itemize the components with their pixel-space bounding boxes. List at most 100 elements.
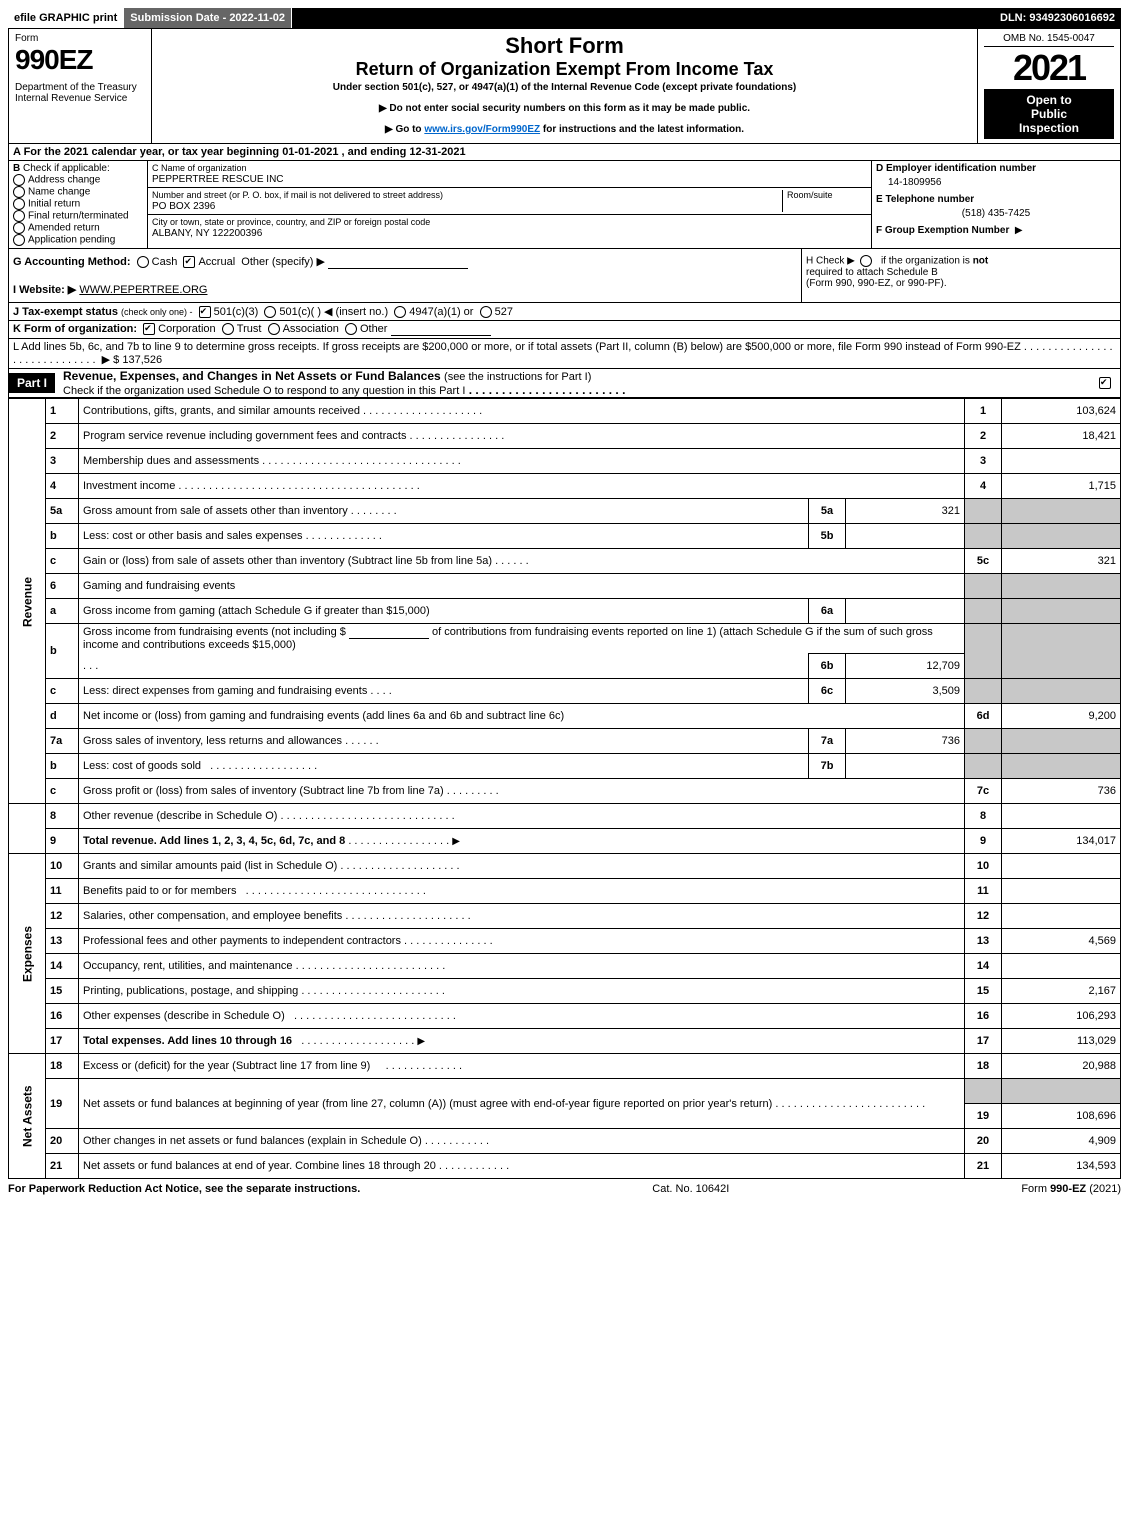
instr-suffix: for instructions and the latest informat… xyxy=(540,124,744,135)
l13-text: Professional fees and other payments to … xyxy=(83,935,401,947)
chk-final-return[interactable] xyxy=(13,210,25,222)
l6b-num: b xyxy=(46,624,79,679)
website-url[interactable]: WWW.PEPERTREE.ORG xyxy=(79,284,207,296)
l10-val xyxy=(1002,854,1121,879)
l6a-num: a xyxy=(46,599,79,624)
l6a-sv xyxy=(846,599,965,624)
l2-rn: 2 xyxy=(965,424,1002,449)
instr-link-row: ▶ Go to www.irs.gov/Form990EZ for instru… xyxy=(158,124,971,135)
l5c-rn: 5c xyxy=(965,549,1002,574)
l4-num: 4 xyxy=(46,474,79,499)
l5a-num: 5a xyxy=(46,499,79,524)
l6b-vg xyxy=(1002,624,1121,679)
l13-val: 4,569 xyxy=(1002,929,1121,954)
section-a: A For the 2021 calendar year, or tax yea… xyxy=(8,144,1121,161)
l5b-num: b xyxy=(46,524,79,549)
l2-val: 18,421 xyxy=(1002,424,1121,449)
l19-rg xyxy=(965,1079,1002,1104)
phone: (518) 435-7425 xyxy=(876,205,1116,225)
chk-527[interactable] xyxy=(480,306,492,318)
l7a-sn: 7a xyxy=(809,729,846,754)
part-1-sub: (see the instructions for Part I) xyxy=(444,371,591,383)
part-1-tag: Part I xyxy=(9,373,55,393)
l8-num: 8 xyxy=(46,804,79,829)
l6b-sn: 6b xyxy=(809,654,846,679)
chk-cash[interactable] xyxy=(137,256,149,268)
l5b-sv xyxy=(846,524,965,549)
side-expenses: Expenses xyxy=(9,854,46,1054)
l18-num: 18 xyxy=(46,1054,79,1079)
k-corp: Corporation xyxy=(158,323,215,335)
side-netassets: Net Assets xyxy=(9,1054,46,1179)
part-1-table: Revenue 1 Contributions, gifts, grants, … xyxy=(8,398,1121,1179)
chk-part1-scho[interactable] xyxy=(1099,377,1111,389)
l6d-rn: 6d xyxy=(965,704,1002,729)
l9-rn: 9 xyxy=(965,829,1002,854)
part-1-check-line: Check if the organization used Schedule … xyxy=(63,385,465,397)
i-label: I Website: ▶ xyxy=(13,284,76,296)
efile-print-button[interactable]: efile GRAPHIC print xyxy=(8,8,124,28)
g-other-line[interactable] xyxy=(328,256,468,269)
chk-name-change[interactable] xyxy=(13,186,25,198)
part-1-header: Part I Revenue, Expenses, and Changes in… xyxy=(8,369,1121,398)
instr-prefix: ▶ Go to xyxy=(385,124,424,135)
chk-501c3[interactable] xyxy=(199,306,211,318)
chk-corp[interactable] xyxy=(143,323,155,335)
g-cash: Cash xyxy=(152,256,178,268)
l5b-text: Less: cost or other basis and sales expe… xyxy=(83,530,303,542)
l18-val: 20,988 xyxy=(1002,1054,1121,1079)
k-other-line[interactable] xyxy=(391,323,491,336)
l15-text: Printing, publications, postage, and shi… xyxy=(83,985,298,997)
chk-assoc[interactable] xyxy=(268,323,280,335)
opt-initial: Initial return xyxy=(28,199,80,210)
l2-text: Program service revenue including govern… xyxy=(83,430,406,442)
l7c-num: c xyxy=(46,779,79,804)
chk-4947[interactable] xyxy=(394,306,406,318)
l1-text: Contributions, gifts, grants, and simila… xyxy=(83,405,360,417)
h-text2: if the organization is xyxy=(881,256,970,267)
l6d-text: Net income or (loss) from gaming and fun… xyxy=(83,710,564,722)
l16-rn: 16 xyxy=(965,1004,1002,1029)
l7b-sn: 7b xyxy=(809,754,846,779)
chk-other[interactable] xyxy=(345,323,357,335)
l20-text: Other changes in net assets or fund bala… xyxy=(83,1135,422,1147)
l3-val xyxy=(1002,449,1121,474)
l17-text: Total expenses. Add lines 10 through 16 xyxy=(83,1035,292,1047)
section-l: L Add lines 5b, 6c, and 7b to line 9 to … xyxy=(8,339,1121,369)
c-room-label: Room/suite xyxy=(787,190,833,200)
l6-rg xyxy=(965,574,1002,599)
l11-text: Benefits paid to or for members xyxy=(83,885,236,897)
l19-rn: 19 xyxy=(965,1104,1002,1129)
l6a-vg xyxy=(1002,599,1121,624)
chk-accrual[interactable] xyxy=(183,256,195,268)
l11-num: 11 xyxy=(46,879,79,904)
chk-amended-return[interactable] xyxy=(13,222,25,234)
l14-val xyxy=(1002,954,1121,979)
l7a-rg xyxy=(965,729,1002,754)
chk-h[interactable] xyxy=(860,255,872,267)
chk-initial-return[interactable] xyxy=(13,198,25,210)
l7a-num: 7a xyxy=(46,729,79,754)
l7b-text: Less: cost of goods sold xyxy=(83,760,201,772)
section-c: C Name of organization PEPPERTREE RESCUE… xyxy=(148,161,872,248)
l14-text: Occupancy, rent, utilities, and maintena… xyxy=(83,960,293,972)
f-arrow: ▶ xyxy=(1015,225,1023,236)
chk-501c[interactable] xyxy=(264,306,276,318)
form-subtitle: Under section 501(c), 527, or 4947(a)(1)… xyxy=(158,82,971,93)
chk-trust[interactable] xyxy=(222,323,234,335)
e-label: E Telephone number xyxy=(876,194,974,205)
open-to-public: Open to Public Inspection xyxy=(984,89,1114,139)
irs-link[interactable]: www.irs.gov/Form990EZ xyxy=(424,124,540,135)
l6c-sn: 6c xyxy=(809,679,846,704)
l20-val: 4,909 xyxy=(1002,1129,1121,1154)
g-label: G Accounting Method: xyxy=(13,256,131,268)
opt-amended: Amended return xyxy=(28,223,100,234)
l8-rn: 8 xyxy=(965,804,1002,829)
l6c-num: c xyxy=(46,679,79,704)
chk-address-change[interactable] xyxy=(13,174,25,186)
l4-val: 1,715 xyxy=(1002,474,1121,499)
f-label: F Group Exemption Number xyxy=(876,225,1009,236)
l6b-blank[interactable] xyxy=(349,626,429,639)
arrow-icon xyxy=(417,1035,425,1047)
chk-application-pending[interactable] xyxy=(13,234,25,246)
